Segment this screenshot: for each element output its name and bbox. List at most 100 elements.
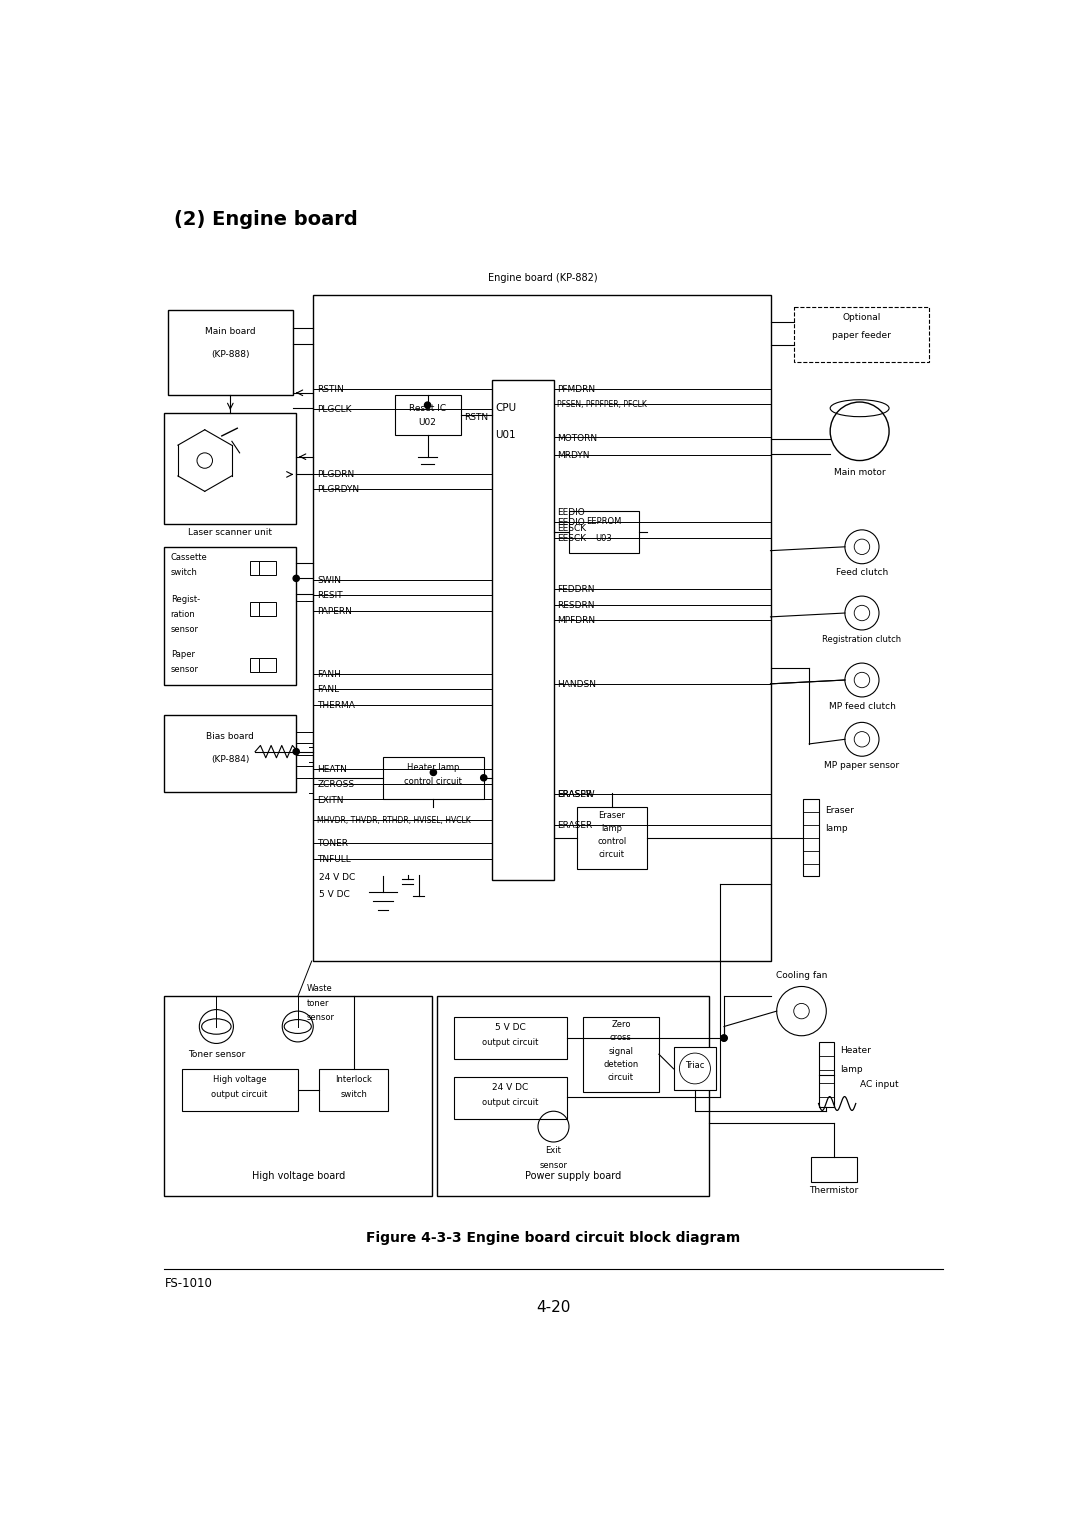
Bar — [249, 602, 267, 616]
Bar — [249, 561, 267, 575]
Text: Optional: Optional — [842, 313, 881, 322]
Bar — [383, 756, 484, 799]
Text: THERMA: THERMA — [318, 701, 355, 711]
Text: Feed clutch: Feed clutch — [836, 568, 888, 578]
Bar — [804, 799, 819, 877]
Circle shape — [721, 1034, 727, 1041]
Text: (2) Engine board: (2) Engine board — [174, 211, 357, 229]
Text: toner: toner — [307, 999, 329, 1008]
Text: sensor: sensor — [307, 1013, 335, 1022]
Text: Eraser: Eraser — [598, 811, 625, 821]
Text: U02: U02 — [419, 419, 436, 428]
Text: MOTORN: MOTORN — [557, 434, 597, 443]
Text: RSTN: RSTN — [464, 413, 488, 422]
Text: paper feeder: paper feeder — [832, 332, 891, 341]
Text: EEDIO: EEDIO — [557, 518, 585, 527]
Text: sensor: sensor — [540, 1161, 567, 1170]
Text: sensor: sensor — [171, 625, 199, 634]
Bar — [455, 1077, 567, 1118]
Bar — [164, 547, 296, 686]
Bar — [794, 307, 930, 362]
Text: Bias board: Bias board — [206, 732, 254, 741]
Text: output circuit: output circuit — [483, 1038, 539, 1047]
Text: signal: signal — [608, 1047, 634, 1056]
Bar — [577, 807, 647, 868]
Bar — [167, 310, 293, 396]
Bar — [455, 1016, 567, 1059]
Text: U01: U01 — [496, 429, 516, 440]
Text: 24 V DC: 24 V DC — [492, 1083, 528, 1091]
Text: lamp: lamp — [840, 1065, 863, 1074]
Text: (KP-888): (KP-888) — [211, 350, 249, 359]
Bar — [819, 1042, 834, 1108]
Text: Registration clutch: Registration clutch — [822, 634, 902, 643]
Text: EXITN: EXITN — [318, 796, 343, 805]
Text: FS-1010: FS-1010 — [164, 1277, 213, 1290]
Text: EESCK: EESCK — [557, 524, 586, 533]
Text: EESCK: EESCK — [557, 533, 586, 542]
Text: Exit: Exit — [545, 1146, 562, 1155]
Bar — [394, 396, 460, 435]
Bar — [569, 510, 638, 553]
Text: Laser scanner unit: Laser scanner unit — [188, 529, 272, 538]
Text: Engine board (KP-882): Engine board (KP-882) — [488, 274, 597, 284]
Text: lamp: lamp — [825, 824, 848, 833]
Text: 5 V DC: 5 V DC — [495, 1022, 526, 1031]
Bar — [674, 1047, 716, 1089]
Text: circuit: circuit — [608, 1073, 634, 1082]
Text: Cooling fan: Cooling fan — [775, 972, 827, 981]
Circle shape — [721, 1034, 727, 1041]
Text: ERASPW: ERASPW — [557, 790, 595, 799]
Text: RSTIN: RSTIN — [318, 385, 343, 394]
Bar — [249, 657, 267, 671]
Bar — [181, 1070, 298, 1111]
Text: TONER: TONER — [318, 839, 348, 848]
Text: ERASER: ERASER — [557, 790, 593, 799]
Text: TNFULL: TNFULL — [318, 854, 351, 863]
Text: 5 V DC: 5 V DC — [320, 891, 350, 898]
Bar — [259, 602, 276, 616]
Text: Toner sensor: Toner sensor — [188, 1050, 245, 1059]
Text: RESDRN: RESDRN — [557, 601, 595, 610]
Text: PFMDRN: PFMDRN — [557, 385, 595, 394]
Text: Triac: Triac — [685, 1060, 704, 1070]
Bar — [313, 295, 770, 961]
Text: cross: cross — [610, 1033, 632, 1042]
Text: SWIN: SWIN — [318, 576, 341, 585]
Text: Cassette: Cassette — [171, 553, 207, 562]
Text: control: control — [597, 837, 626, 847]
Text: sensor: sensor — [171, 665, 199, 674]
Text: 4-20: 4-20 — [537, 1300, 570, 1316]
Bar — [164, 996, 432, 1196]
Text: output circuit: output circuit — [212, 1091, 268, 1100]
Text: lamp: lamp — [602, 824, 622, 833]
Text: Paper: Paper — [171, 649, 194, 659]
Text: PLGRDYN: PLGRDYN — [318, 486, 360, 494]
Text: switch: switch — [340, 1091, 367, 1100]
Text: (KP-884): (KP-884) — [211, 755, 249, 764]
Circle shape — [424, 402, 431, 408]
Text: MHVDR, THVDR, RTHDR, HVISEL, HVCLK: MHVDR, THVDR, RTHDR, HVISEL, HVCLK — [318, 816, 471, 825]
Text: PAPERN: PAPERN — [318, 607, 352, 616]
Text: HEATN: HEATN — [318, 764, 347, 773]
Text: detetion: detetion — [604, 1059, 638, 1068]
Text: FANH: FANH — [318, 669, 341, 678]
Bar — [583, 1016, 659, 1093]
Text: High voltage board: High voltage board — [252, 1170, 345, 1181]
Text: Power supply board: Power supply board — [525, 1170, 621, 1181]
Text: PFSEN, PFPFPER, PFCLK: PFSEN, PFPFPER, PFCLK — [557, 400, 647, 410]
Text: PLGDRN: PLGDRN — [318, 469, 354, 478]
Text: Heater lamp: Heater lamp — [407, 762, 460, 772]
Text: MP paper sensor: MP paper sensor — [824, 761, 900, 770]
Circle shape — [293, 575, 299, 582]
Circle shape — [481, 775, 487, 781]
Text: ration: ration — [171, 610, 195, 619]
Text: AC input: AC input — [860, 1080, 899, 1089]
Text: circuit: circuit — [598, 850, 624, 859]
Text: 24 V DC: 24 V DC — [320, 872, 355, 882]
Text: Interlock: Interlock — [335, 1076, 372, 1083]
Text: output circuit: output circuit — [483, 1099, 539, 1108]
Bar — [259, 561, 276, 575]
Text: ZCROSS: ZCROSS — [318, 781, 354, 788]
Bar — [811, 1157, 858, 1183]
